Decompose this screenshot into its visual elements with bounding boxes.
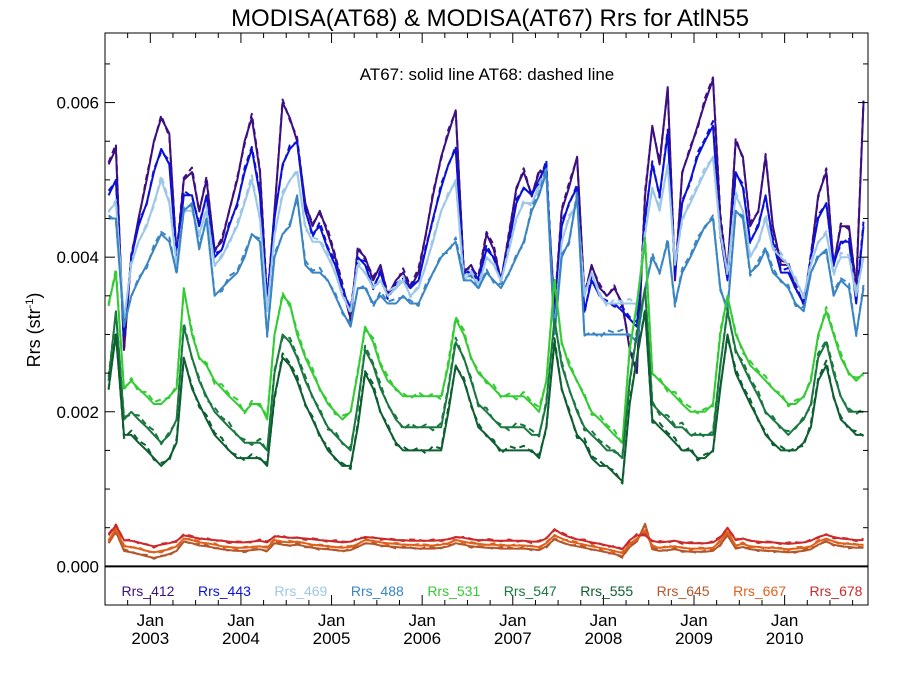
x-tick-label-month: Jan bbox=[771, 611, 798, 630]
x-tick-label-year: 2004 bbox=[222, 629, 260, 648]
x-tick-label-month: Jan bbox=[408, 611, 435, 630]
series-line-Rrs_488-at67 bbox=[108, 171, 865, 344]
legend-label-Rrs_412: Rrs_412 bbox=[122, 583, 175, 599]
x-tick-label-year: 2008 bbox=[584, 629, 622, 648]
plot-frame bbox=[104, 32, 869, 606]
x-tick-label-month: Jan bbox=[590, 611, 617, 630]
series-line-Rrs_469-at68 bbox=[107, 157, 865, 331]
legend-label-Rrs_469: Rrs_469 bbox=[274, 583, 327, 599]
x-tick-label-month: Jan bbox=[318, 611, 345, 630]
y-axis-title: Rrs (str-1) bbox=[24, 293, 44, 368]
series-line-Rrs_443-at67 bbox=[107, 124, 865, 336]
series-line-Rrs_547-at68 bbox=[107, 288, 865, 456]
y-tick-label: 0.000 bbox=[56, 557, 99, 576]
y-axis-title-superscript: -1 bbox=[24, 299, 36, 309]
y-axis-title-close: ) bbox=[24, 293, 44, 299]
plot-area bbox=[105, 76, 868, 568]
legend-label-Rrs_547: Rrs_547 bbox=[504, 583, 557, 599]
series-line-Rrs_531-at68 bbox=[107, 236, 864, 446]
x-tick-label-month: Jan bbox=[499, 611, 526, 630]
x-tick-label-year: 2007 bbox=[494, 629, 532, 648]
x-tick-label-year: 2009 bbox=[675, 629, 713, 648]
chart-title: MODISA(AT68) & MODISA(AT67) Rrs for AtlN… bbox=[231, 5, 749, 32]
series-line-Rrs_412-at68 bbox=[107, 76, 865, 373]
y-tick-label: 0.002 bbox=[56, 403, 99, 422]
legend-label-Rrs_555: Rrs_555 bbox=[580, 583, 633, 599]
series-line-Rrs_678-at68 bbox=[107, 523, 864, 550]
series-line-Rrs_667-at68 bbox=[107, 526, 864, 554]
legend-label-Rrs_488: Rrs_488 bbox=[351, 583, 404, 599]
legend-label-Rrs_667: Rrs_667 bbox=[733, 583, 786, 599]
legend-label-Rrs_443: Rrs_443 bbox=[198, 583, 251, 599]
axes: 0.0000.0020.0040.006Jan2003Jan2004Jan200… bbox=[56, 33, 868, 648]
series-line-Rrs_555-at68 bbox=[107, 307, 865, 485]
x-tick-label-month: Jan bbox=[227, 611, 254, 630]
x-tick-label-year: 2006 bbox=[403, 629, 441, 648]
x-tick-label-year: 2003 bbox=[131, 629, 169, 648]
x-tick-label-year: 2005 bbox=[313, 629, 351, 648]
y-tick-label: 0.004 bbox=[56, 248, 99, 267]
legend-label-Rrs_531: Rrs_531 bbox=[427, 583, 480, 599]
y-tick-label: 0.006 bbox=[56, 94, 99, 113]
series-line-Rrs_531-at67 bbox=[107, 240, 865, 444]
legend-label-Rrs_645: Rrs_645 bbox=[657, 583, 710, 599]
x-tick-label-year: 2010 bbox=[766, 629, 804, 648]
chart-annotation: AT67: solid line AT68: dashed line bbox=[360, 65, 615, 84]
x-tick-label-month: Jan bbox=[680, 611, 707, 630]
series-line-Rrs_645-at68 bbox=[107, 523, 864, 560]
y-axis-title-text: Rrs (str bbox=[24, 308, 44, 367]
x-tick-label-month: Jan bbox=[137, 611, 164, 630]
series-line-Rrs_488-at68 bbox=[108, 166, 865, 341]
legend: Rrs_412 Rrs_443 Rrs_469 Rrs_488 Rrs_531 Rrs_5… bbox=[122, 583, 863, 599]
legend-label-Rrs_678: Rrs_678 bbox=[810, 583, 863, 599]
series-lines bbox=[105, 76, 868, 568]
